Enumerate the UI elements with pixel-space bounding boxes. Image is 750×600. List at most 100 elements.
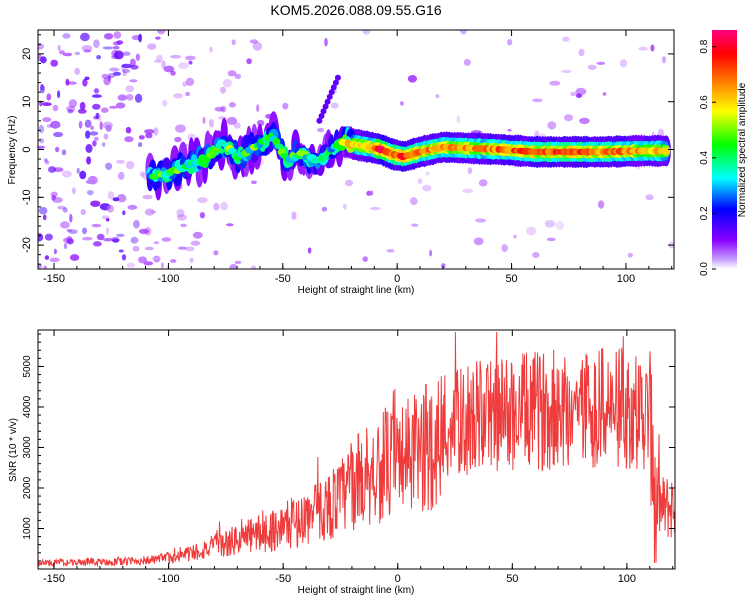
noise-speckle — [645, 194, 654, 201]
noise-speckle — [462, 188, 474, 193]
noise-speckle — [170, 54, 182, 59]
noise-speckle — [549, 80, 561, 86]
noise-speckle — [125, 85, 135, 93]
noise-speckle — [229, 264, 238, 269]
noise-speckle — [98, 115, 102, 122]
noise-speckle — [66, 105, 76, 113]
noise-speckle — [130, 236, 139, 244]
noise-speckle — [576, 93, 582, 98]
x-tick-label: 50 — [506, 573, 518, 585]
noise-speckle — [321, 206, 328, 212]
noise-speckle — [107, 191, 115, 200]
noise-speckle — [115, 102, 126, 109]
signal-blob — [274, 143, 284, 150]
x-tick-label: -100 — [158, 573, 180, 585]
noise-speckle — [220, 86, 226, 94]
noise-speckle — [126, 262, 136, 268]
noise-speckle — [220, 105, 227, 113]
noise-speckle — [113, 31, 122, 39]
noise-speckle — [411, 223, 419, 227]
noise-speckle — [60, 221, 70, 229]
noise-speckle — [144, 129, 155, 134]
noise-speckle — [118, 249, 124, 253]
noise-speckle — [174, 136, 182, 143]
noise-speckle — [134, 93, 143, 103]
noise-speckle — [79, 170, 87, 180]
noise-speckle — [138, 135, 145, 140]
noise-speckle — [330, 102, 339, 109]
snr-ylabel: SNR (10 * v/v) — [8, 418, 19, 482]
noise-speckle — [202, 116, 206, 124]
noise-speckle — [84, 76, 90, 81]
noise-speckle — [662, 56, 666, 64]
colorbar-scale — [712, 30, 737, 269]
noise-speckle — [103, 76, 111, 86]
noise-speckle — [209, 46, 213, 53]
noise-speckle — [425, 171, 430, 176]
noise-speckle — [178, 62, 189, 70]
noise-speckle — [62, 33, 71, 39]
signal-blob — [662, 147, 670, 155]
noise-speckle — [85, 144, 93, 153]
noise-speckle — [190, 240, 201, 246]
noise-speckle — [227, 70, 237, 77]
noise-speckle — [113, 71, 121, 76]
noise-speckle — [226, 223, 234, 227]
noise-speckle — [156, 54, 163, 62]
colorbar-tick-label: 0.2 — [699, 206, 710, 220]
snr-series — [38, 331, 675, 568]
noise-speckle — [173, 93, 184, 99]
noise-speckle — [153, 127, 159, 136]
noise-speckle — [507, 128, 512, 132]
noise-speckle — [473, 237, 484, 246]
noise-speckle — [174, 124, 186, 133]
noise-speckle — [147, 43, 157, 50]
noise-speckle — [87, 175, 98, 185]
noise-speckle — [344, 179, 354, 187]
noise-speckle — [561, 69, 572, 74]
noise-speckle — [478, 179, 488, 187]
noise-speckle — [122, 71, 127, 76]
noise-speckle — [422, 185, 432, 192]
colorbar: 0.0 0.2 0.4 0.6 0.8 Normalized spectral ampl… — [699, 30, 748, 276]
signal-blob — [324, 98, 331, 105]
noise-speckle — [342, 203, 347, 210]
noise-speckle — [106, 204, 115, 213]
noise-speckle — [162, 100, 168, 107]
noise-speckle — [138, 256, 147, 264]
noise-speckle — [82, 236, 93, 241]
noise-speckle — [132, 245, 140, 252]
noise-speckle — [513, 234, 517, 239]
noise-speckle — [62, 52, 73, 57]
signal-blob — [318, 113, 325, 119]
noise-speckle — [50, 120, 61, 129]
noise-speckle — [129, 79, 138, 83]
spectrogram-xlabel: Height of straight line (km) — [298, 285, 415, 296]
noise-speckle — [578, 48, 585, 57]
noise-speckle — [84, 119, 92, 128]
noise-speckle — [135, 53, 140, 61]
noise-speckle — [66, 235, 73, 244]
noise-speckle — [362, 30, 371, 35]
noise-speckle — [252, 41, 263, 51]
noise-speckle — [44, 233, 53, 241]
noise-speckle — [185, 246, 195, 252]
noise-speckle — [121, 63, 133, 69]
noise-speckle — [163, 65, 175, 73]
noise-speckle — [58, 50, 65, 55]
y-tick-label: 0 — [21, 146, 33, 152]
colorbar-tick-label: 0.0 — [699, 262, 710, 276]
noise-speckle — [570, 91, 577, 97]
colorbar-tick-label: 0.6 — [699, 95, 710, 109]
noise-speckle — [57, 205, 66, 210]
noise-speckle — [456, 115, 460, 123]
noise-speckle — [113, 50, 124, 60]
noise-speckle — [38, 233, 44, 242]
noise-speckle — [153, 241, 160, 245]
noise-speckle — [370, 190, 374, 196]
noise-speckle — [38, 124, 45, 134]
noise-speckle — [44, 158, 48, 163]
noise-speckle — [82, 78, 88, 87]
